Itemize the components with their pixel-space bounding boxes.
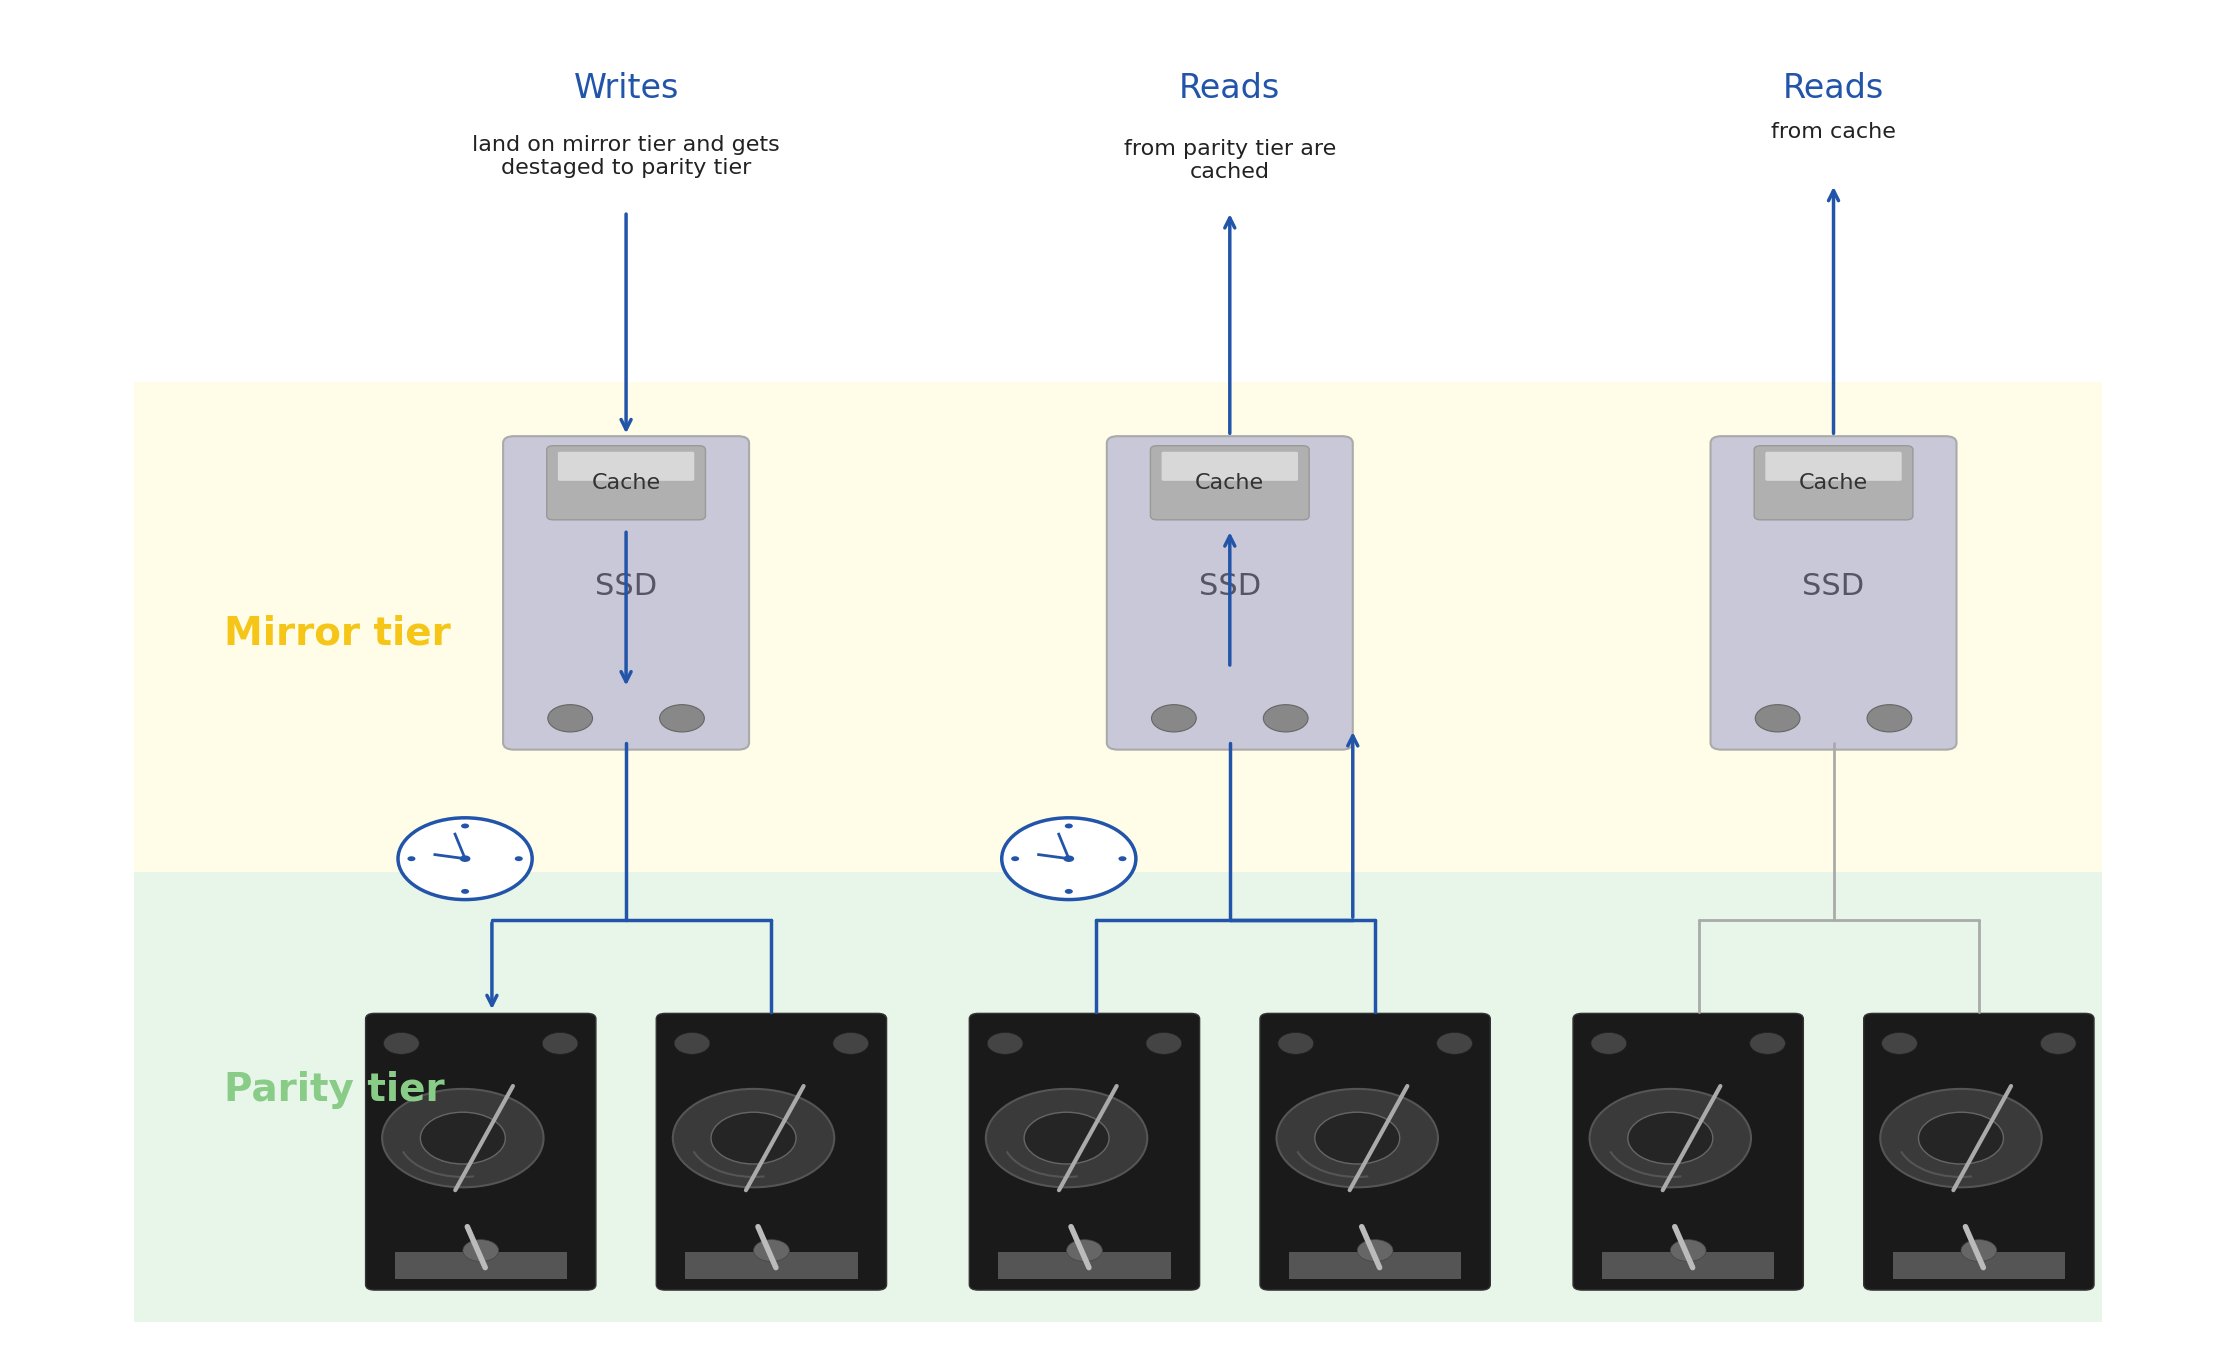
Circle shape <box>1147 1033 1183 1055</box>
FancyBboxPatch shape <box>1288 1251 1462 1278</box>
Circle shape <box>1867 705 1912 732</box>
Circle shape <box>407 856 416 861</box>
Circle shape <box>988 1033 1024 1055</box>
Circle shape <box>834 1033 870 1055</box>
FancyBboxPatch shape <box>1766 451 1901 481</box>
FancyBboxPatch shape <box>1261 1014 1489 1289</box>
Circle shape <box>675 1033 711 1055</box>
Circle shape <box>1590 1089 1751 1187</box>
Circle shape <box>1883 1033 1916 1055</box>
Circle shape <box>1880 1089 2041 1187</box>
Circle shape <box>754 1240 789 1262</box>
Circle shape <box>1279 1033 1313 1055</box>
FancyBboxPatch shape <box>1107 436 1353 750</box>
FancyBboxPatch shape <box>134 872 2102 1322</box>
Text: Parity tier: Parity tier <box>224 1071 445 1109</box>
Circle shape <box>548 705 593 732</box>
Circle shape <box>1002 818 1136 900</box>
FancyBboxPatch shape <box>134 382 2102 879</box>
Circle shape <box>673 1089 834 1187</box>
Circle shape <box>461 889 470 894</box>
FancyBboxPatch shape <box>1753 446 1912 519</box>
Circle shape <box>1755 705 1800 732</box>
FancyBboxPatch shape <box>546 446 707 519</box>
FancyBboxPatch shape <box>970 1014 1201 1289</box>
Text: SSD: SSD <box>595 571 657 601</box>
FancyBboxPatch shape <box>503 436 749 750</box>
Circle shape <box>543 1033 579 1055</box>
Text: Reads: Reads <box>1178 72 1281 105</box>
FancyBboxPatch shape <box>686 1251 859 1278</box>
Text: Mirror tier: Mirror tier <box>224 615 449 653</box>
Circle shape <box>1670 1240 1706 1262</box>
Text: SSD: SSD <box>1198 571 1261 601</box>
Circle shape <box>385 1033 420 1055</box>
Circle shape <box>986 1089 1147 1187</box>
Text: Reads: Reads <box>1782 72 1885 105</box>
Circle shape <box>711 1112 796 1164</box>
Circle shape <box>1263 705 1308 732</box>
Circle shape <box>1064 823 1073 829</box>
Circle shape <box>1152 705 1196 732</box>
Circle shape <box>1118 856 1127 861</box>
Text: from cache: from cache <box>1771 123 1896 142</box>
FancyBboxPatch shape <box>1152 446 1310 519</box>
Circle shape <box>398 818 532 900</box>
Circle shape <box>1024 1112 1109 1164</box>
Circle shape <box>461 856 470 861</box>
Circle shape <box>1438 1033 1471 1055</box>
FancyBboxPatch shape <box>1892 1251 2066 1278</box>
Text: Cache: Cache <box>1196 473 1263 493</box>
Circle shape <box>382 1089 543 1187</box>
Text: Writes: Writes <box>572 72 680 105</box>
FancyBboxPatch shape <box>396 1251 568 1278</box>
Circle shape <box>1011 856 1020 861</box>
FancyBboxPatch shape <box>1601 1251 1773 1278</box>
Circle shape <box>1064 856 1073 861</box>
Circle shape <box>1067 1240 1102 1262</box>
FancyBboxPatch shape <box>1711 436 1956 750</box>
Circle shape <box>1628 1112 1713 1164</box>
Circle shape <box>420 1112 505 1164</box>
Text: from parity tier are
cached: from parity tier are cached <box>1125 139 1335 183</box>
FancyBboxPatch shape <box>1865 1014 2095 1289</box>
Text: Cache: Cache <box>593 473 660 493</box>
Text: Cache: Cache <box>1800 473 1867 493</box>
Text: SSD: SSD <box>1802 571 1865 601</box>
FancyBboxPatch shape <box>999 1251 1172 1278</box>
Circle shape <box>1592 1033 1626 1055</box>
FancyBboxPatch shape <box>367 1014 597 1289</box>
Circle shape <box>660 705 704 732</box>
FancyBboxPatch shape <box>557 451 693 481</box>
Circle shape <box>1357 1240 1393 1262</box>
Circle shape <box>1918 1112 2003 1164</box>
FancyBboxPatch shape <box>1163 451 1299 481</box>
Circle shape <box>463 1240 499 1262</box>
Circle shape <box>1277 1089 1438 1187</box>
Circle shape <box>1749 1033 1784 1055</box>
Circle shape <box>1064 889 1073 894</box>
Circle shape <box>514 856 523 861</box>
Circle shape <box>1961 1240 1997 1262</box>
Text: land on mirror tier and gets
destaged to parity tier: land on mirror tier and gets destaged to… <box>472 135 780 179</box>
Circle shape <box>1315 1112 1400 1164</box>
FancyBboxPatch shape <box>1572 1014 1802 1289</box>
Circle shape <box>461 823 470 829</box>
Circle shape <box>2039 1033 2077 1055</box>
FancyBboxPatch shape <box>657 1014 888 1289</box>
